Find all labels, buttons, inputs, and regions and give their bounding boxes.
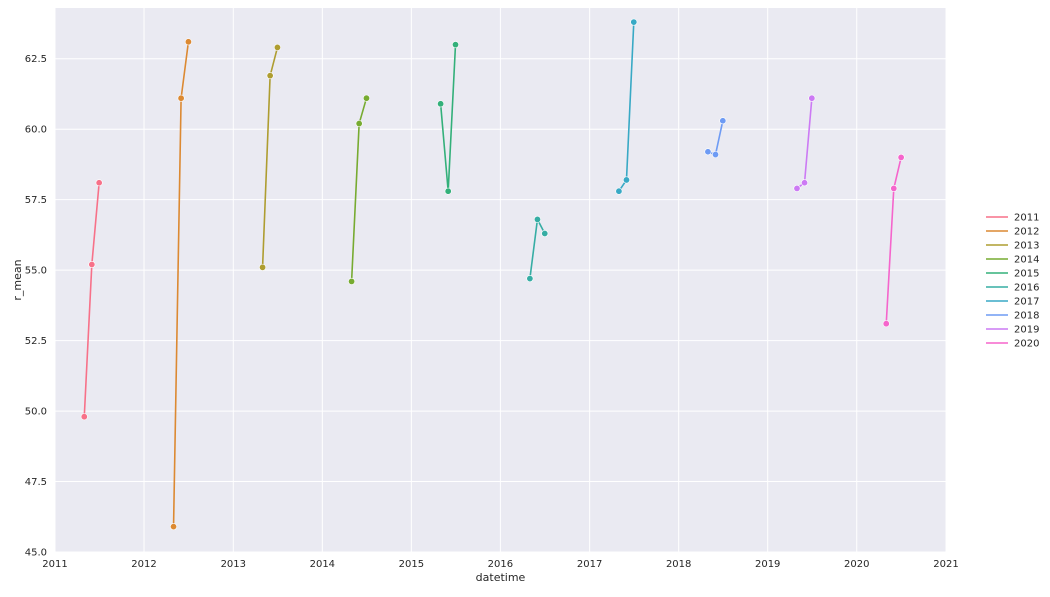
grid: [54, 8, 947, 553]
data-point-2019: [808, 94, 816, 102]
legend-item-2018: 2018: [986, 311, 1039, 322]
x-tick-label: 2016: [488, 559, 513, 570]
series-2018: [704, 117, 727, 159]
data-point-2014: [355, 120, 363, 128]
data-point-2013: [273, 43, 281, 51]
legend-label: 2020: [1014, 339, 1039, 350]
x-tick-label: 2012: [131, 559, 156, 570]
data-point-2018: [719, 117, 727, 125]
legend-item-2014: 2014: [986, 255, 1039, 266]
legend-item-2015: 2015: [986, 269, 1039, 280]
series-2015: [437, 41, 459, 195]
x-axis-label: datetime: [476, 571, 526, 584]
data-point-2011: [95, 179, 103, 187]
series-2011: [80, 179, 103, 421]
x-tick-label: 2019: [755, 559, 780, 570]
y-axis-ticks: 45.0 47.5 50.0 52.5 55.0 57.5 60.0 62.5: [25, 54, 47, 558]
series-2014: [348, 94, 370, 285]
y-axis-label: r_mean: [11, 259, 24, 300]
legend-label: 2018: [1014, 311, 1039, 322]
y-tick-label: 60.0: [25, 125, 47, 136]
x-tick-label: 2020: [844, 559, 869, 570]
legend-item-2016: 2016: [986, 283, 1039, 294]
y-tick-label: 55.0: [25, 266, 47, 277]
data-point-2017: [622, 176, 630, 184]
legend-item-2017: 2017: [986, 297, 1039, 308]
x-tick-label: 2011: [42, 559, 67, 570]
legend-item-2013: 2013: [986, 241, 1039, 252]
data-point-2012: [170, 523, 178, 531]
x-tick-label: 2017: [577, 559, 602, 570]
x-tick-label: 2014: [310, 559, 335, 570]
legend-label: 2013: [1014, 241, 1039, 252]
x-tick-label: 2021: [933, 559, 958, 570]
data-point-2012: [184, 38, 192, 46]
data-point-2013: [266, 72, 274, 80]
data-point-2018: [704, 148, 712, 156]
data-point-2015: [451, 41, 459, 49]
legend-label: 2012: [1014, 227, 1039, 238]
x-axis-ticks: 2011 2012 2013 2014 2015 2016 2017 2018 2019 2020…: [42, 559, 958, 570]
data-point-2014: [348, 277, 356, 285]
data-point-2012: [177, 94, 185, 102]
y-tick-label: 50.0: [25, 407, 47, 418]
x-tick-label: 2013: [221, 559, 246, 570]
legend-label: 2015: [1014, 269, 1039, 280]
legend-item-2012: 2012: [986, 227, 1039, 238]
series-2019: [793, 94, 816, 192]
data-point-2013: [259, 263, 267, 271]
y-tick-label: 62.5: [25, 54, 47, 65]
x-tick-label: 2015: [399, 559, 424, 570]
data-point-2019: [793, 184, 801, 192]
y-tick-label: 47.5: [25, 477, 47, 488]
data-point-2011: [88, 260, 96, 268]
y-tick-label: 52.5: [25, 336, 47, 347]
data-point-2020: [882, 320, 890, 328]
data-point-2020: [897, 153, 905, 161]
data-point-2015: [444, 187, 452, 195]
series-2016: [526, 215, 549, 283]
data-point-2017: [630, 18, 638, 26]
legend-label: 2011: [1014, 213, 1039, 224]
data-point-2015: [437, 100, 445, 108]
data-point-2016: [541, 229, 549, 237]
legend-item-2011: 2011: [986, 213, 1039, 224]
series-2013: [259, 43, 281, 271]
legend-item-2019: 2019: [986, 325, 1039, 336]
data-point-2018: [712, 151, 720, 159]
y-tick-label: 57.5: [25, 195, 47, 206]
legend-label: 2014: [1014, 255, 1039, 266]
data-point-2020: [890, 184, 898, 192]
series-2017: [615, 18, 638, 195]
legend-label: 2016: [1014, 283, 1039, 294]
series-2012: [170, 38, 192, 531]
y-tick-label: 45.0: [25, 548, 47, 559]
legend-label: 2017: [1014, 297, 1039, 308]
legend-label: 2019: [1014, 325, 1039, 336]
data-point-2019: [801, 179, 809, 187]
series-2020: [882, 153, 905, 328]
legend: 2011 2012 2013 2014 2015 2016 2017 2018 2019 2020: [986, 213, 1039, 350]
legend-item-2020: 2020: [986, 339, 1039, 350]
data-point-2016: [526, 275, 534, 283]
x-tick-label: 2018: [666, 559, 691, 570]
data-point-2017: [615, 187, 623, 195]
data-point-2014: [362, 94, 370, 102]
data-point-2011: [80, 413, 88, 421]
series-layer: [80, 18, 905, 531]
data-point-2016: [533, 215, 541, 223]
